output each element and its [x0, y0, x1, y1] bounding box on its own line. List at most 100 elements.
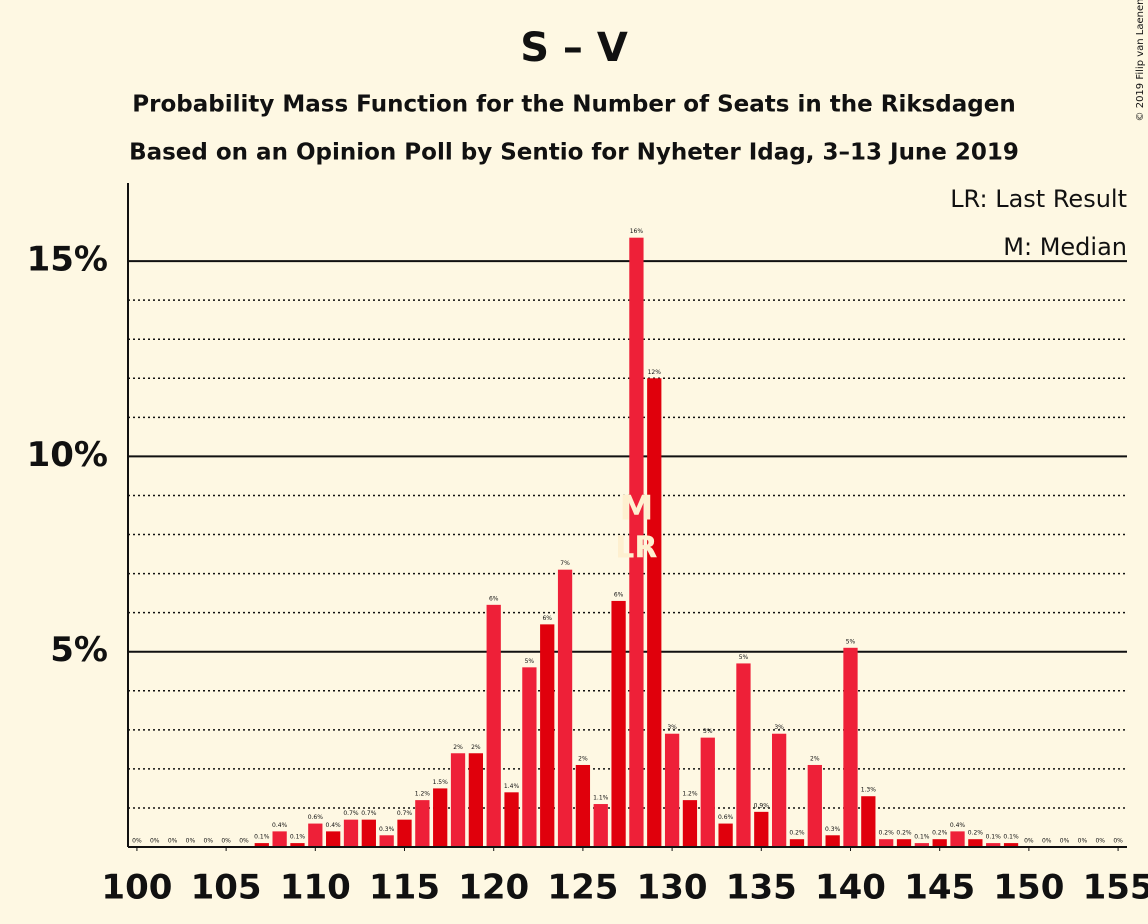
value-label: 0.2%: [879, 830, 895, 837]
bar: [308, 823, 323, 847]
bar: [290, 843, 305, 847]
value-label: 0.2%: [932, 830, 948, 837]
value-label: 2%: [578, 755, 588, 762]
bar: [807, 764, 822, 847]
median-marker: M: [619, 489, 653, 529]
bar: [557, 569, 573, 847]
value-label: 0.1%: [290, 834, 306, 841]
last-result-marker: LR: [615, 531, 657, 566]
value-label: 1.2%: [682, 791, 698, 798]
value-label: 0.3%: [825, 826, 841, 833]
value-label: 0.6%: [308, 814, 324, 821]
bar: [575, 764, 591, 847]
bar: [522, 667, 537, 847]
legend-entry: M: Median: [1003, 233, 1127, 261]
value-label: 0.2%: [896, 830, 912, 837]
legend-entry: LR: Last Result: [950, 185, 1127, 213]
bar: [718, 823, 733, 847]
bar: [611, 600, 626, 847]
bar: [343, 819, 359, 847]
bar: [861, 796, 876, 847]
x-tick-label: 100: [101, 868, 172, 908]
value-label: 0.7%: [361, 810, 377, 817]
bar: [843, 647, 858, 847]
value-label: 0%: [1113, 838, 1123, 845]
bar: [789, 839, 805, 847]
value-label: 6%: [542, 615, 552, 622]
value-label: 0%: [1078, 838, 1088, 845]
value-label: 0.4%: [950, 822, 966, 829]
value-label: 0%: [150, 838, 160, 845]
subtitle: Based on an Opinion Poll by Sentio for N…: [129, 140, 1019, 166]
value-label: 1.4%: [504, 783, 520, 790]
value-label: 5%: [525, 658, 535, 665]
bar: [664, 733, 680, 847]
bar: [326, 831, 341, 847]
value-label: 1.3%: [861, 787, 877, 794]
value-label: 0.4%: [326, 822, 342, 829]
value-label: 0.4%: [272, 822, 288, 829]
value-label: 1.2%: [415, 791, 431, 798]
value-label: 5%: [739, 654, 749, 661]
bar: [504, 792, 519, 847]
value-label: 0%: [1042, 838, 1052, 845]
bar: [272, 831, 287, 847]
bar: [682, 800, 698, 847]
value-label: 0.7%: [343, 810, 359, 817]
value-label: 0%: [239, 838, 249, 845]
value-label: 0.1%: [254, 834, 270, 841]
bar: [950, 831, 965, 847]
x-tick-label: 150: [993, 868, 1064, 908]
x-tick-label: 155: [1083, 868, 1148, 908]
bar: [771, 733, 787, 847]
bar: [968, 839, 983, 847]
bar: [433, 788, 448, 847]
bar: [629, 237, 644, 847]
value-label: 0%: [186, 838, 196, 845]
x-tick-label: 105: [191, 868, 262, 908]
value-label: 7%: [560, 560, 570, 567]
bar: [932, 839, 947, 847]
bar: [914, 843, 929, 847]
value-label: 16%: [630, 228, 644, 235]
value-label: 0.7%: [397, 810, 413, 817]
copyright: © 2019 Filip van Laenen: [1135, 0, 1146, 121]
y-tick-label: 15%: [27, 240, 108, 280]
value-label: 0.1%: [986, 834, 1002, 841]
x-tick-label: 125: [547, 868, 618, 908]
subtitle: Probability Mass Function for the Number…: [132, 92, 1015, 118]
value-label: 0%: [168, 838, 178, 845]
value-label: 0.1%: [1003, 834, 1019, 841]
value-label: 1.1%: [593, 795, 609, 802]
value-label: 2%: [453, 744, 463, 751]
value-label: 3%: [667, 724, 677, 731]
value-label: 0%: [204, 838, 214, 845]
value-label: 2%: [810, 755, 820, 762]
bar: [468, 753, 484, 847]
value-label: 3%: [774, 724, 784, 731]
value-label: 0%: [1060, 838, 1070, 845]
bar: [593, 804, 608, 847]
chart-title: S – V: [520, 25, 628, 71]
bar: [736, 663, 751, 847]
x-tick-label: 115: [369, 868, 440, 908]
bar: [415, 800, 430, 847]
value-label: 0.2%: [789, 830, 805, 837]
value-label: 1.5%: [433, 779, 449, 786]
x-tick-label: 140: [815, 868, 886, 908]
value-label: 2%: [471, 744, 481, 751]
x-tick-label: 120: [458, 868, 529, 908]
bar: [254, 843, 269, 847]
bar: [361, 819, 376, 847]
bar: [379, 835, 394, 847]
bar: [540, 624, 555, 847]
bar: [879, 839, 894, 847]
x-tick-label: 130: [637, 868, 708, 908]
value-label: 3%: [703, 728, 713, 735]
value-label: 5%: [846, 638, 856, 645]
bar: [754, 811, 769, 847]
value-label: 6%: [614, 591, 624, 598]
x-tick-label: 145: [904, 868, 975, 908]
